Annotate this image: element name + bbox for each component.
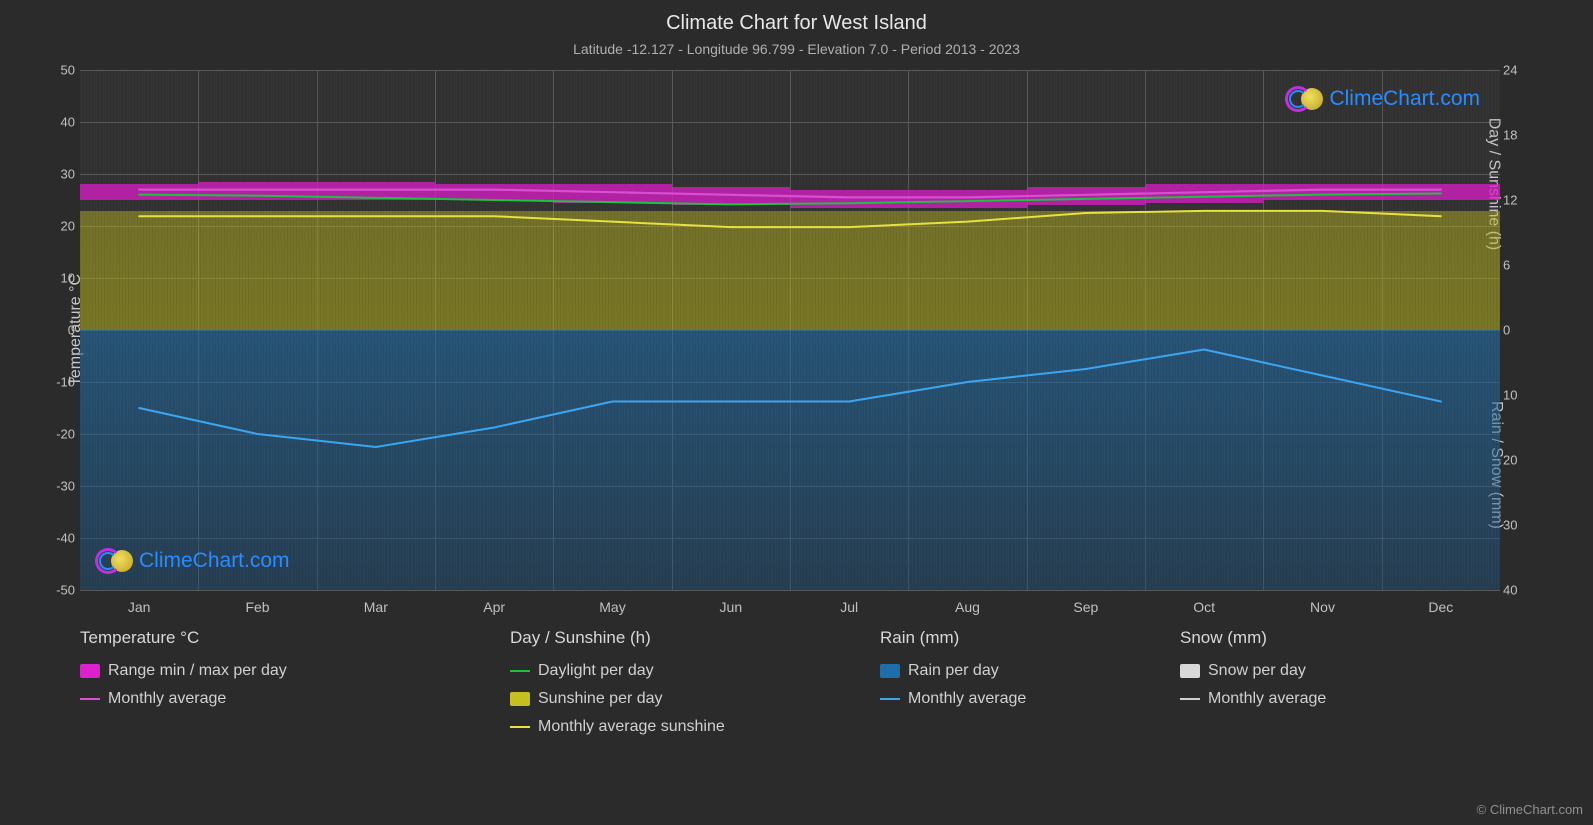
legend-header: Temperature °C [80,628,510,648]
y-tick-left: -10 [45,375,75,390]
climechart-logo-icon [95,547,133,575]
y-tick-left: -50 [45,583,75,598]
legend-item: Monthly average [80,690,510,708]
y-tick-right-top: 12 [1503,193,1528,208]
y-tick-right-bot: 30 [1503,518,1528,533]
legend-swatch-icon [80,698,100,700]
legend-item: Snow per day [1180,662,1326,680]
legend-label: Monthly average sunshine [538,718,725,736]
legend-label: Daylight per day [538,662,654,680]
legend-item: Monthly average sunshine [510,718,880,736]
chart-subtitle: Latitude -12.127 - Longitude 96.799 - El… [0,35,1593,57]
watermark-top-right: ClimeChart.com [1285,85,1480,113]
legend-item: Rain per day [880,662,1180,680]
legend-header: Rain (mm) [880,628,1180,648]
y-tick-left: 30 [45,167,75,182]
plot-background [80,70,1500,590]
y-tick-right-top: 18 [1503,128,1528,143]
watermark-bottom-left: ClimeChart.com [95,547,290,575]
legend-swatch-icon [880,664,900,678]
legend-header: Snow (mm) [1180,628,1326,648]
legend: Temperature °C Range min / max per day M… [80,628,1500,736]
y-tick-left: 20 [45,219,75,234]
y-tick-left: -30 [45,479,75,494]
legend-col-temperature: Temperature °C Range min / max per day M… [80,628,510,736]
y-tick-left: 0 [45,323,75,338]
x-tick-month: Mar [364,599,388,615]
legend-swatch-icon [510,692,530,706]
daily-stripes-overlay [80,70,1500,590]
climechart-logo-icon [1285,85,1323,113]
legend-header: Day / Sunshine (h) [510,628,880,648]
legend-swatch-icon [80,664,100,678]
x-tick-month: Apr [483,599,505,615]
legend-item: Monthly average [880,690,1180,708]
y-tick-right-top: 6 [1503,258,1528,273]
y-tick-right-bot: 20 [1503,453,1528,468]
y-tick-right-bot: 10 [1503,388,1528,403]
legend-item: Range min / max per day [80,662,510,680]
chart-title: Climate Chart for West Island [0,0,1593,35]
x-tick-month: Jun [720,599,743,615]
legend-label: Monthly average [108,690,226,708]
legend-swatch-icon [510,670,530,672]
y-tick-right-top: 24 [1503,63,1528,78]
y-tick-right-bot: 40 [1503,583,1528,598]
x-tick-month: Jan [128,599,151,615]
legend-item: Daylight per day [510,662,880,680]
x-tick-month: Oct [1193,599,1215,615]
legend-swatch-icon [510,726,530,728]
legend-label: Rain per day [908,662,999,680]
legend-item: Sunshine per day [510,690,880,708]
y-tick-left: 10 [45,271,75,286]
legend-col-rain: Rain (mm) Rain per day Monthly average [880,628,1180,736]
x-tick-month: Sep [1073,599,1098,615]
watermark-text: ClimeChart.com [139,549,290,573]
x-tick-month: Aug [955,599,980,615]
legend-swatch-icon [880,698,900,700]
x-tick-month: Feb [245,599,269,615]
y-tick-left: -20 [45,427,75,442]
legend-label: Monthly average [908,690,1026,708]
legend-swatch-icon [1180,664,1200,678]
legend-item: Monthly average [1180,690,1326,708]
chart-area: Temperature °C Day / Sunshine (h) Rain /… [80,70,1500,590]
y-tick-right-top: 0 [1503,323,1528,338]
copyright-text: © ClimeChart.com [1477,802,1583,817]
legend-col-snow: Snow (mm) Snow per day Monthly average [1180,628,1326,736]
legend-label: Range min / max per day [108,662,287,680]
legend-label: Sunshine per day [538,690,663,708]
y-tick-left: 40 [45,115,75,130]
x-tick-month: Dec [1428,599,1453,615]
legend-label: Snow per day [1208,662,1306,680]
legend-swatch-icon [1180,698,1200,700]
y-tick-left: 50 [45,63,75,78]
watermark-text: ClimeChart.com [1329,87,1480,111]
x-tick-month: Nov [1310,599,1335,615]
x-tick-month: Jul [840,599,858,615]
legend-label: Monthly average [1208,690,1326,708]
x-tick-month: May [599,599,625,615]
legend-col-sunshine: Day / Sunshine (h) Daylight per day Suns… [510,628,880,736]
y-tick-left: -40 [45,531,75,546]
